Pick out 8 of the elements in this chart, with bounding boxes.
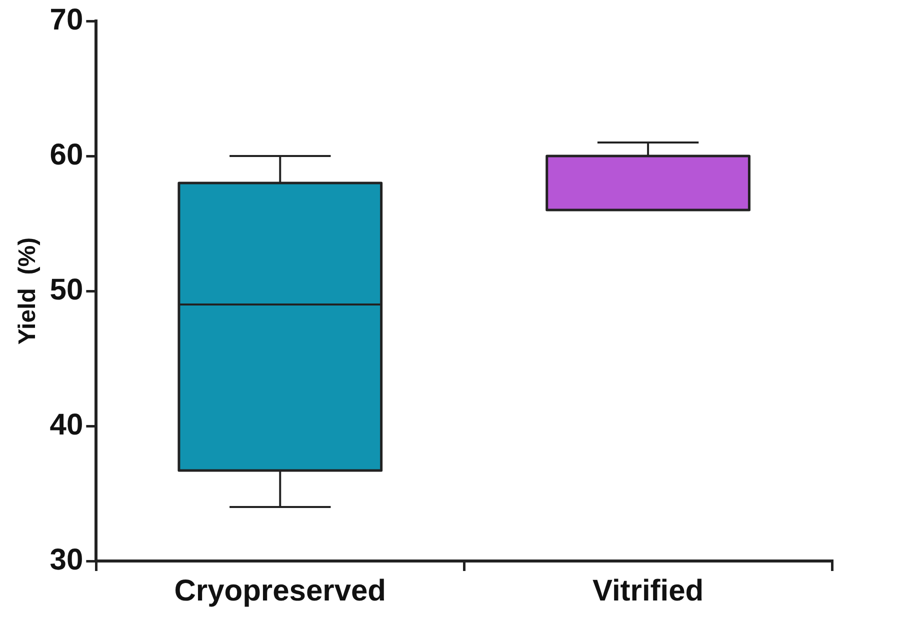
y-tick-label: 40	[50, 408, 84, 442]
y-axis-title: Yield (%)	[14, 237, 42, 345]
y-tick-label: 70	[50, 3, 84, 36]
x-tick-label: Vitrified	[592, 574, 704, 608]
x-tick-label: Cryopreserved	[174, 574, 386, 608]
y-tick-label: 50	[50, 273, 84, 306]
y-tick-label: 30	[50, 543, 84, 576]
y-tick-label: 60	[50, 138, 84, 172]
